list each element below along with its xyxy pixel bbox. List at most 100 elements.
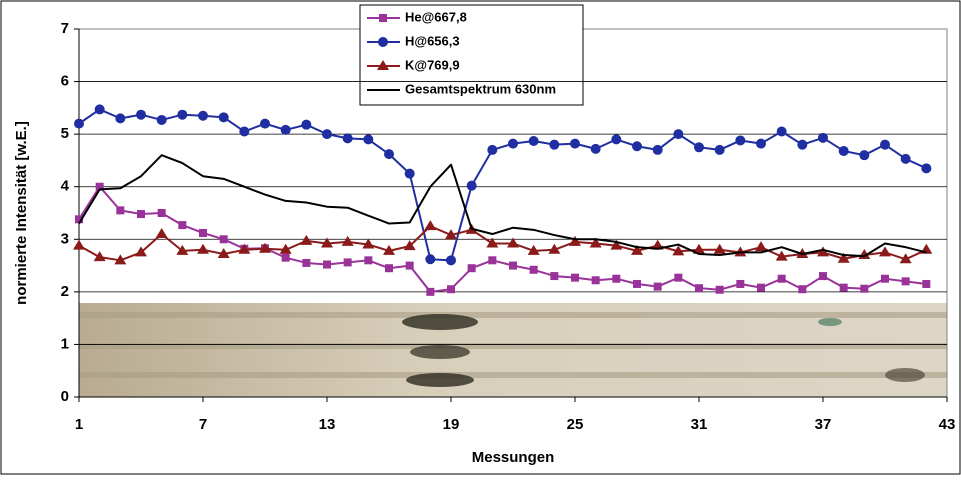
marker bbox=[529, 265, 538, 274]
marker bbox=[279, 243, 292, 254]
marker bbox=[921, 163, 932, 174]
marker bbox=[93, 251, 106, 262]
marker bbox=[137, 210, 145, 219]
y-tick-label: 0 bbox=[61, 388, 69, 405]
legend-label: K@769,9 bbox=[405, 57, 460, 72]
y-tick-label: 5 bbox=[61, 125, 69, 142]
marker bbox=[199, 228, 207, 237]
marker bbox=[672, 245, 685, 256]
marker bbox=[837, 252, 850, 263]
marker bbox=[446, 255, 456, 266]
marker bbox=[95, 182, 104, 191]
marker bbox=[900, 153, 911, 164]
marker bbox=[384, 149, 394, 160]
marker bbox=[694, 142, 704, 153]
y-tick-label: 6 bbox=[61, 73, 69, 90]
legend-marker bbox=[378, 37, 388, 47]
marker bbox=[218, 112, 229, 123]
marker bbox=[219, 235, 228, 244]
marker bbox=[631, 244, 643, 255]
marker bbox=[259, 242, 271, 253]
marker bbox=[777, 274, 786, 283]
marker bbox=[922, 279, 931, 288]
marker bbox=[549, 139, 560, 150]
marker bbox=[363, 134, 374, 145]
marker bbox=[507, 237, 519, 248]
marker bbox=[321, 237, 333, 248]
marker bbox=[899, 253, 912, 264]
marker bbox=[177, 109, 188, 120]
marker bbox=[860, 284, 869, 293]
marker bbox=[508, 138, 518, 149]
marker bbox=[756, 138, 766, 149]
marker bbox=[75, 215, 83, 224]
marker bbox=[735, 135, 746, 146]
marker bbox=[695, 284, 703, 293]
marker bbox=[73, 239, 85, 250]
marker bbox=[859, 150, 870, 161]
x-tick-label: 43 bbox=[939, 416, 956, 433]
marker bbox=[693, 243, 705, 254]
legend-marker bbox=[379, 14, 387, 22]
y-tick-label: 2 bbox=[61, 283, 69, 300]
marker bbox=[528, 135, 539, 146]
marker bbox=[116, 206, 125, 215]
marker bbox=[775, 250, 788, 261]
marker bbox=[674, 273, 683, 282]
marker bbox=[818, 132, 828, 143]
x-tick-label: 1 bbox=[75, 416, 83, 433]
legend-box bbox=[359, 4, 584, 106]
x-tick-label: 13 bbox=[319, 416, 336, 433]
marker bbox=[197, 243, 209, 254]
x-tick-label: 19 bbox=[443, 416, 460, 433]
marker bbox=[74, 118, 84, 129]
marker bbox=[652, 144, 663, 155]
marker bbox=[364, 256, 373, 265]
marker bbox=[488, 256, 497, 265]
marker bbox=[300, 234, 313, 245]
marker bbox=[879, 246, 891, 257]
marker bbox=[280, 124, 291, 135]
marker bbox=[550, 272, 559, 281]
marker bbox=[403, 240, 416, 251]
marker bbox=[591, 276, 600, 285]
marker bbox=[425, 254, 436, 265]
marker bbox=[734, 246, 747, 257]
series-line bbox=[78, 225, 927, 262]
marker bbox=[260, 118, 270, 129]
marker bbox=[486, 237, 499, 248]
marker bbox=[114, 254, 127, 265]
marker bbox=[714, 144, 725, 155]
marker bbox=[570, 138, 580, 149]
marker bbox=[881, 274, 889, 283]
marker bbox=[612, 274, 621, 283]
marker bbox=[589, 237, 602, 248]
legend-label: Gesamtspektrum 630nm bbox=[405, 81, 556, 96]
marker bbox=[466, 180, 477, 191]
y-axis-label: normierte Intensität [w.E.] bbox=[13, 121, 30, 305]
marker bbox=[673, 129, 684, 140]
marker bbox=[217, 248, 230, 259]
marker bbox=[651, 239, 664, 250]
marker bbox=[405, 261, 414, 270]
marker bbox=[571, 273, 579, 282]
marker bbox=[426, 287, 435, 296]
marker bbox=[569, 235, 581, 246]
marker bbox=[155, 228, 168, 239]
legend-marker bbox=[377, 60, 389, 70]
marker bbox=[901, 277, 910, 286]
marker bbox=[736, 279, 745, 288]
marker bbox=[176, 244, 189, 255]
marker bbox=[757, 283, 765, 292]
marker bbox=[281, 253, 290, 262]
marker bbox=[94, 104, 105, 115]
marker bbox=[322, 129, 332, 140]
marker bbox=[797, 139, 808, 150]
x-axis-label: Messungen bbox=[472, 449, 555, 466]
legend-label: H@656,3 bbox=[405, 33, 460, 48]
marker bbox=[610, 239, 623, 250]
marker bbox=[341, 235, 354, 246]
marker bbox=[838, 145, 849, 156]
marker bbox=[839, 283, 848, 292]
